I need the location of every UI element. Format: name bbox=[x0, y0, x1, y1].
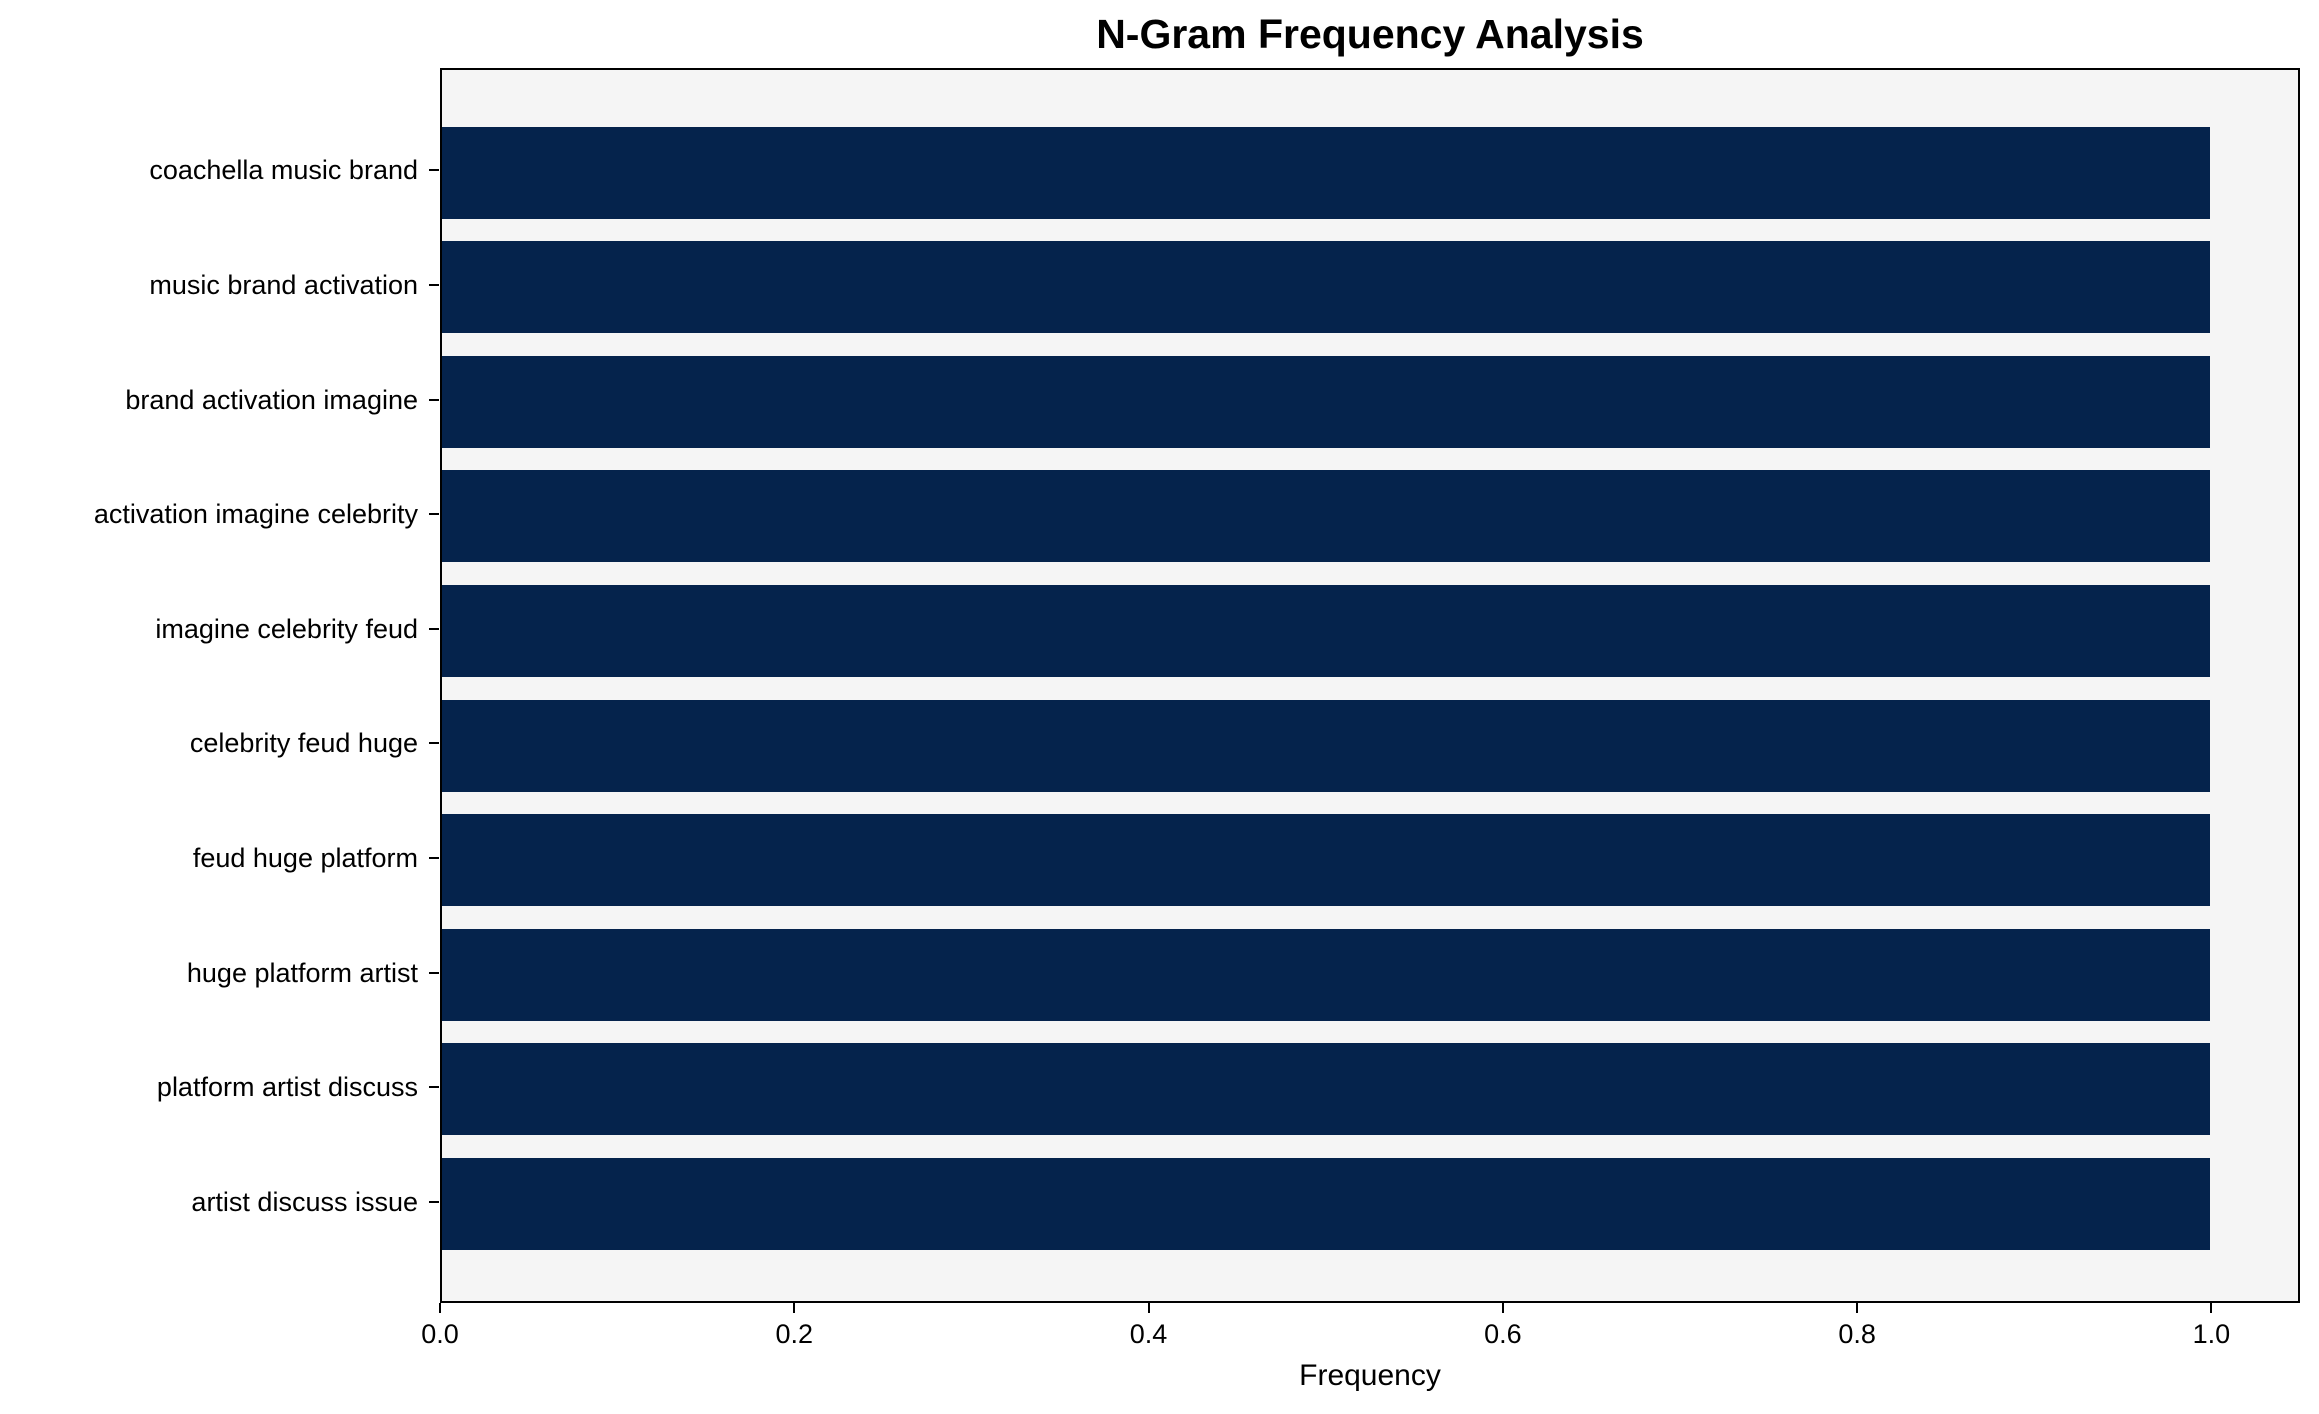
x-tick-mark bbox=[1147, 1303, 1150, 1313]
x-tick-mark bbox=[439, 1303, 441, 1313]
y-tick-mark bbox=[429, 1200, 439, 1203]
y-tick-mark bbox=[429, 169, 439, 172]
bar bbox=[442, 928, 2210, 1021]
y-tick-mark bbox=[429, 971, 439, 974]
bar bbox=[442, 699, 2210, 792]
x-tick-label: 0.6 bbox=[1484, 1319, 1522, 1349]
bar bbox=[442, 1043, 2210, 1136]
y-tick-mark bbox=[429, 856, 439, 859]
x-tick-mark bbox=[1856, 1303, 1859, 1313]
bar bbox=[442, 1157, 2210, 1250]
bar bbox=[442, 814, 2210, 907]
x-tick-mark bbox=[2210, 1303, 2213, 1313]
y-tick-label: imagine celebrity feud bbox=[155, 613, 418, 644]
y-tick-mark bbox=[429, 742, 439, 745]
chart-title: N-Gram Frequency Analysis bbox=[1096, 11, 1644, 57]
y-tick-label: huge platform artist bbox=[186, 957, 418, 988]
y-tick-label: celebrity feud huge bbox=[189, 728, 418, 759]
x-tick-mark bbox=[793, 1303, 796, 1313]
bar bbox=[442, 470, 2210, 563]
x-tick-mark bbox=[1501, 1303, 1504, 1313]
y-tick-label: feud huge platform bbox=[192, 842, 418, 873]
bar bbox=[442, 355, 2210, 448]
x-axis-label: Frequency bbox=[1299, 1359, 1441, 1392]
y-tick-label: brand activation imagine bbox=[125, 384, 418, 415]
bar bbox=[442, 126, 2210, 219]
y-tick-label: music brand activation bbox=[149, 269, 418, 300]
y-tick-mark bbox=[429, 283, 439, 286]
x-tick-label: 0.0 bbox=[421, 1319, 459, 1349]
bar bbox=[442, 241, 2210, 334]
y-tick-mark bbox=[429, 513, 439, 516]
y-tick-label: coachella music brand bbox=[149, 155, 418, 186]
y-tick-mark bbox=[429, 627, 439, 630]
x-tick-label: 0.2 bbox=[775, 1319, 814, 1349]
plot-area bbox=[440, 68, 2300, 1303]
y-tick-label: platform artist discuss bbox=[156, 1072, 418, 1103]
y-tick-mark bbox=[429, 1086, 439, 1089]
x-tick-label: 1.0 bbox=[2192, 1319, 2231, 1349]
x-tick-label: 0.8 bbox=[1838, 1319, 1876, 1349]
y-tick-label: artist discuss issue bbox=[191, 1186, 418, 1217]
bar bbox=[442, 584, 2210, 677]
y-tick-label: activation imagine celebrity bbox=[93, 499, 418, 530]
y-tick-mark bbox=[429, 398, 439, 401]
x-tick-label: 0.4 bbox=[1129, 1319, 1168, 1349]
